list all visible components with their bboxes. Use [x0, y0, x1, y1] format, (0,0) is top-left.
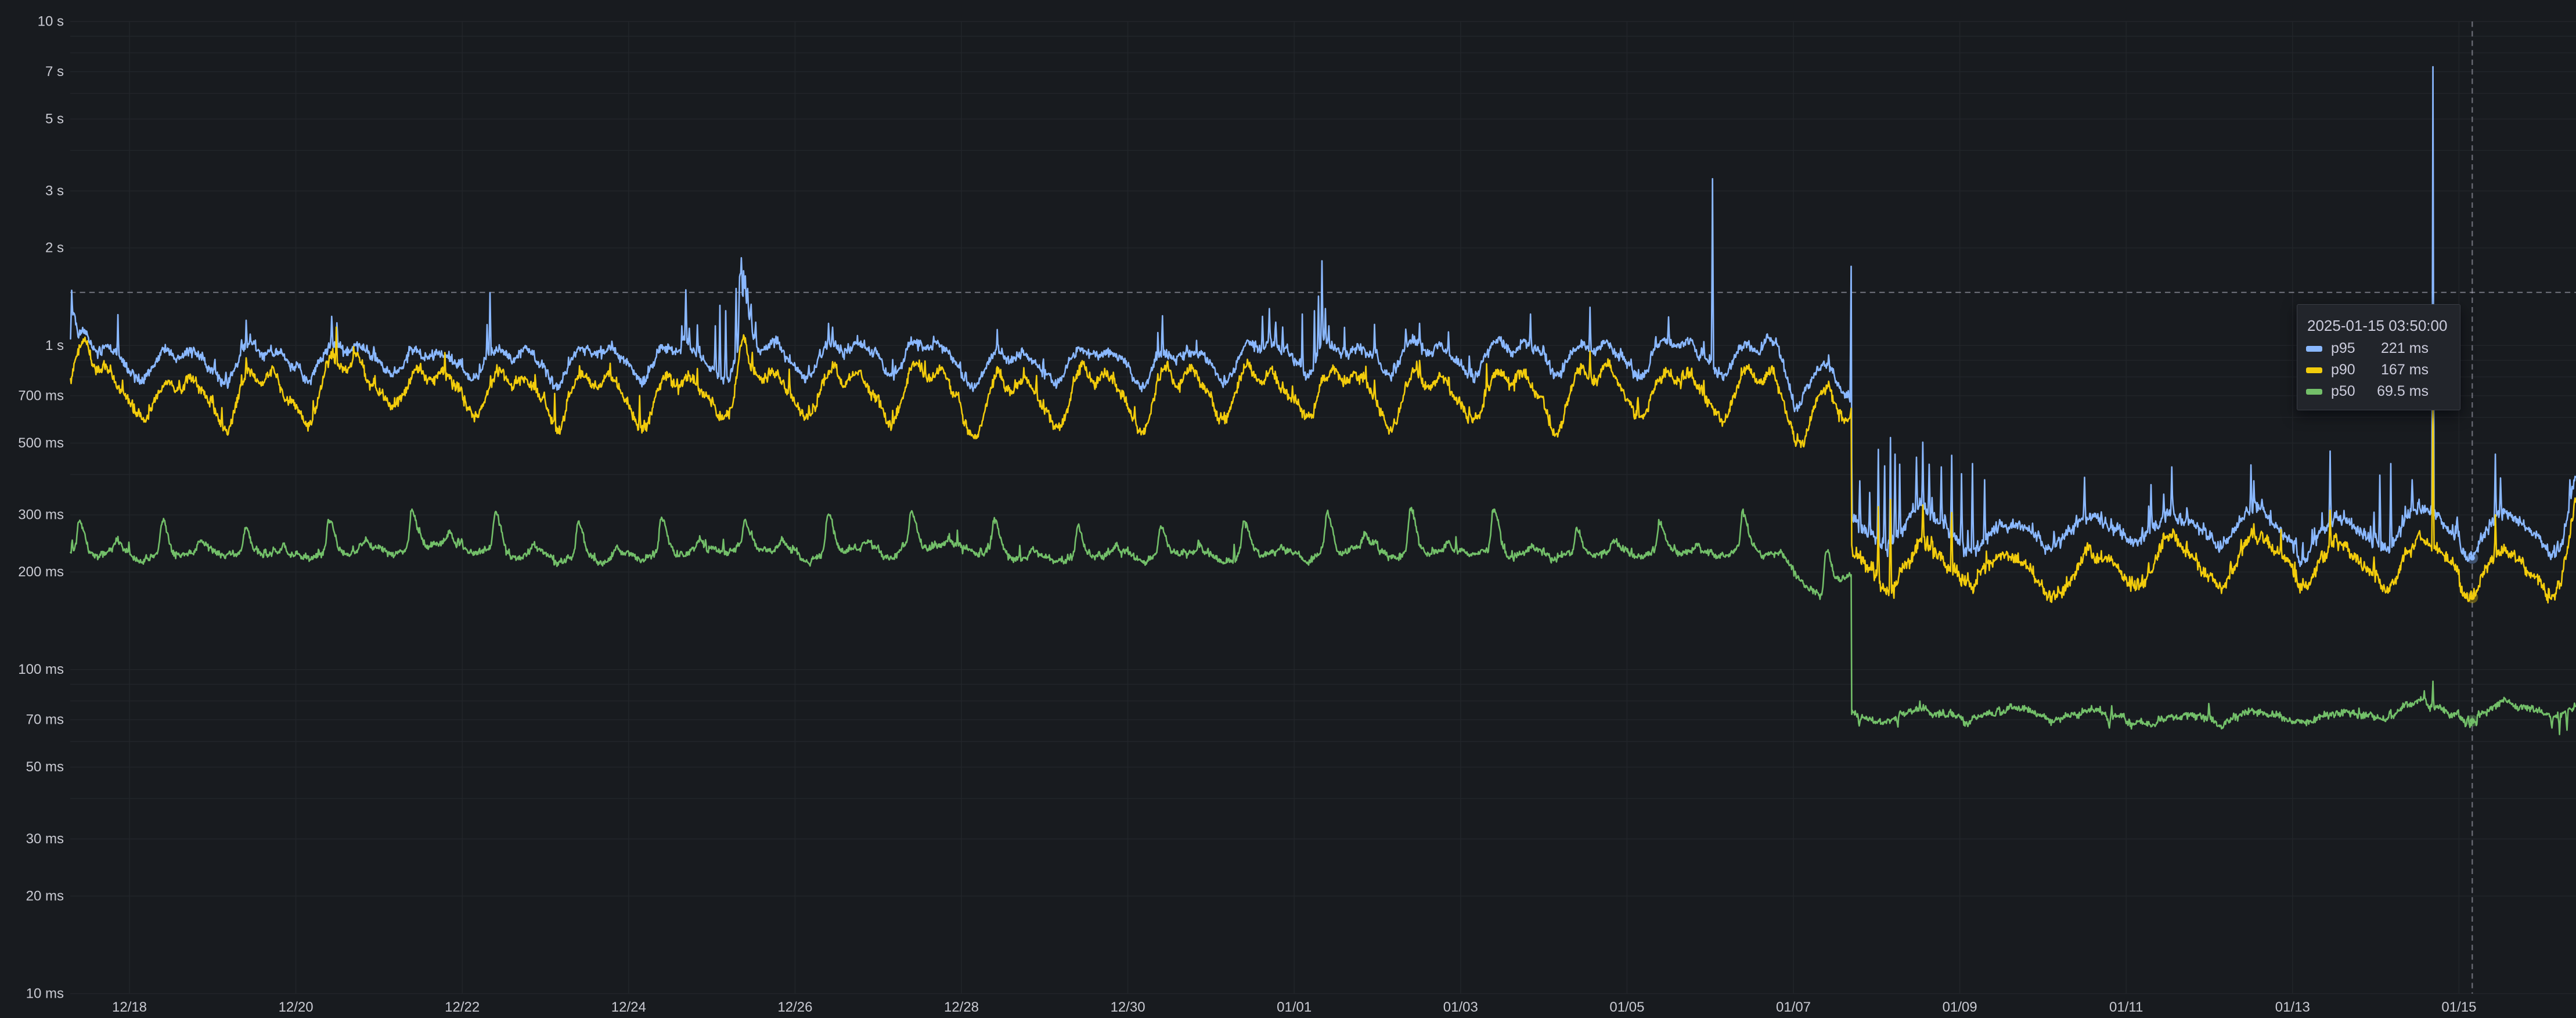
svg-text:12/30: 12/30 — [1111, 999, 1145, 1015]
svg-text:3 s: 3 s — [45, 183, 64, 198]
svg-text:50 ms: 50 ms — [26, 759, 64, 775]
svg-text:7 s: 7 s — [45, 64, 64, 80]
svg-text:12/26: 12/26 — [777, 999, 812, 1015]
svg-text:2 s: 2 s — [45, 240, 64, 256]
svg-text:500 ms: 500 ms — [18, 435, 64, 451]
svg-text:1 s: 1 s — [45, 338, 64, 353]
svg-text:01/07: 01/07 — [1776, 999, 1811, 1015]
svg-text:700 ms: 700 ms — [18, 388, 64, 403]
svg-text:200 ms: 200 ms — [18, 564, 64, 580]
svg-text:12/24: 12/24 — [611, 999, 646, 1015]
svg-text:01/01: 01/01 — [1277, 999, 1312, 1015]
svg-text:01/13: 01/13 — [2275, 999, 2310, 1015]
svg-text:01/05: 01/05 — [1609, 999, 1644, 1015]
svg-text:10 s: 10 s — [38, 14, 64, 30]
svg-text:12/18: 12/18 — [112, 999, 147, 1015]
svg-text:01/09: 01/09 — [1943, 999, 1977, 1015]
svg-text:12/20: 12/20 — [279, 999, 314, 1015]
svg-text:12/22: 12/22 — [445, 999, 480, 1015]
svg-text:70 ms: 70 ms — [26, 712, 64, 728]
svg-text:5 s: 5 s — [45, 111, 64, 127]
svg-text:10 ms: 10 ms — [26, 985, 64, 1001]
svg-text:12/28: 12/28 — [944, 999, 979, 1015]
svg-text:30 ms: 30 ms — [26, 831, 64, 847]
svg-text:01/03: 01/03 — [1443, 999, 1478, 1015]
svg-text:300 ms: 300 ms — [18, 507, 64, 523]
svg-text:01/15: 01/15 — [2441, 999, 2476, 1015]
svg-text:20 ms: 20 ms — [26, 888, 64, 904]
svg-text:01/11: 01/11 — [2109, 999, 2143, 1015]
svg-text:100 ms: 100 ms — [18, 662, 64, 677]
